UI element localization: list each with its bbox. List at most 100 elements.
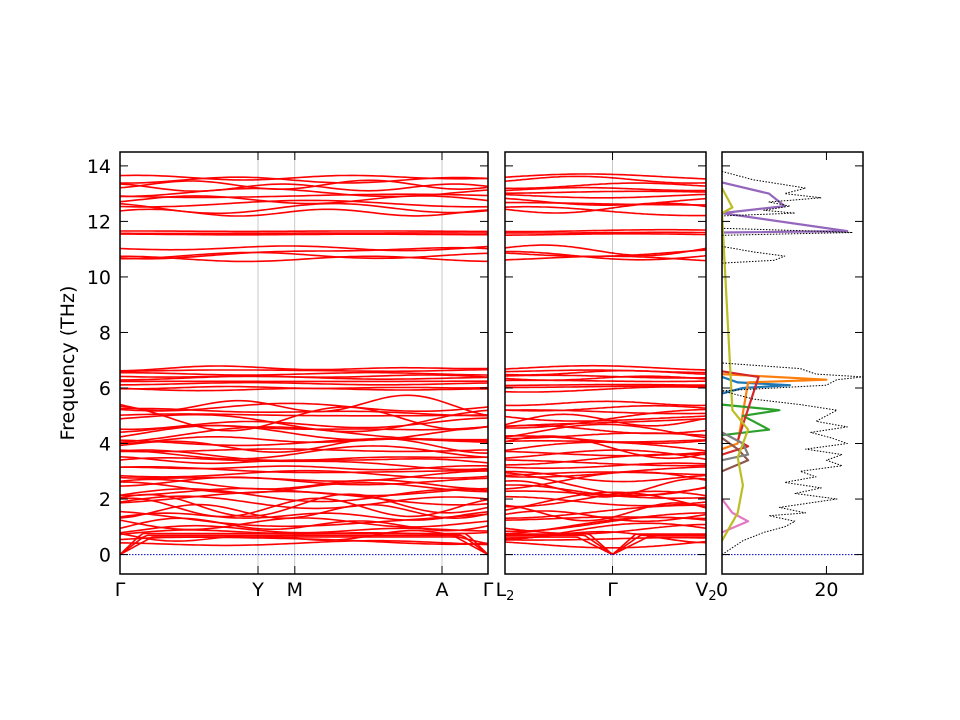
band-line: [505, 400, 706, 407]
band-line: [120, 539, 488, 547]
band-line: [120, 469, 488, 479]
band-line: [120, 202, 488, 215]
band-line: [120, 409, 488, 433]
band-line: [120, 497, 488, 518]
band-line: [505, 484, 706, 497]
band-line: [120, 255, 488, 263]
band-line: [120, 394, 488, 417]
band-line: [120, 487, 488, 497]
band-line: [505, 231, 706, 234]
y-tick-label: 6: [99, 378, 111, 400]
band-line: [505, 383, 706, 387]
y-tick-label: 12: [87, 211, 111, 233]
band-line: [505, 250, 706, 261]
band-line: [120, 476, 488, 487]
band-line: [120, 488, 488, 503]
band-line: [505, 462, 706, 469]
band-line: [505, 450, 706, 457]
band-line: [505, 466, 706, 478]
band-line: [120, 495, 488, 510]
band-line: [505, 193, 706, 199]
band-panel-2: L2 Γ V2: [496, 151, 717, 604]
x-tick-label: 20: [814, 579, 838, 601]
y-tick-label: 0: [99, 545, 111, 567]
band-line: [505, 470, 706, 483]
band-panel-1-frame: [119, 151, 489, 575]
band-line: [505, 364, 706, 371]
dos-lines: [722, 170, 863, 556]
band-line: [120, 251, 488, 260]
y-tick-label: 14: [87, 156, 111, 178]
y-axis: 0 2 4 6 8 10 12 14: [87, 156, 863, 567]
band-line: [505, 522, 706, 541]
band-line: [120, 232, 488, 235]
dos-panel-frame: [721, 151, 864, 575]
band-line: [120, 402, 488, 412]
band-line: [120, 187, 488, 198]
y-tick-label: 2: [99, 489, 111, 511]
band-panel-2-frame: [504, 151, 707, 575]
x-tick-label: A: [436, 579, 449, 601]
band-line: [120, 413, 488, 417]
band-line: [120, 385, 488, 390]
band-line: [120, 174, 488, 181]
band-line: [505, 435, 706, 445]
band-line: [505, 459, 706, 467]
band-line: [120, 481, 488, 494]
band-lines-1: [120, 152, 488, 574]
band-line: [505, 375, 706, 381]
band-line: [120, 529, 488, 545]
x-tick-label: Γ: [483, 579, 494, 601]
band-line: [120, 246, 488, 260]
band-line: [505, 471, 706, 477]
band-line: [505, 186, 706, 192]
band-line: [505, 534, 706, 556]
band-line: [120, 365, 488, 372]
y-tick-label: 4: [99, 434, 111, 456]
band-line: [120, 374, 488, 378]
band-line: [120, 371, 488, 376]
band-line: [505, 504, 706, 519]
band-line: [120, 510, 488, 528]
band-line: [120, 417, 488, 431]
band-line: [505, 205, 706, 217]
band-line: [120, 517, 488, 531]
band-line: [505, 190, 706, 194]
band-line: [505, 249, 706, 258]
dos-projected-line: [722, 431, 750, 462]
dos-panel: 0 20: [716, 151, 864, 601]
x-tick-label: M: [287, 579, 303, 601]
band-line: [505, 202, 706, 214]
x-tick-label: L2: [496, 579, 515, 604]
band-line: [120, 233, 488, 236]
y-axis-label: Frequency (THz): [57, 286, 79, 441]
y-tick-label: 8: [99, 322, 111, 344]
dos-projected-line: [722, 498, 750, 534]
band-line: [505, 175, 706, 184]
band-line: [120, 179, 488, 191]
band-line: [505, 424, 706, 435]
band-line: [505, 173, 706, 180]
band-line: [505, 244, 706, 257]
band-line: [505, 516, 706, 521]
band-line: [120, 466, 488, 474]
band-line: [505, 512, 706, 533]
dos-total-line: [722, 170, 863, 556]
band-line: [505, 423, 706, 439]
band-line: [505, 536, 706, 541]
x-tick-label: Γ: [607, 579, 618, 601]
band-line: [120, 457, 488, 471]
band-line: [120, 368, 488, 373]
x-tick-label: 0: [716, 579, 728, 601]
band-line: [120, 470, 488, 482]
band-line: [505, 477, 706, 498]
dos-projected-line: [722, 187, 750, 542]
dos-projected-line: [722, 403, 781, 437]
band-line: [120, 405, 488, 432]
band-line: [505, 523, 706, 535]
band-line: [120, 437, 488, 454]
band-line: [120, 245, 488, 252]
band-line: [120, 424, 488, 441]
band-line: [505, 233, 706, 236]
